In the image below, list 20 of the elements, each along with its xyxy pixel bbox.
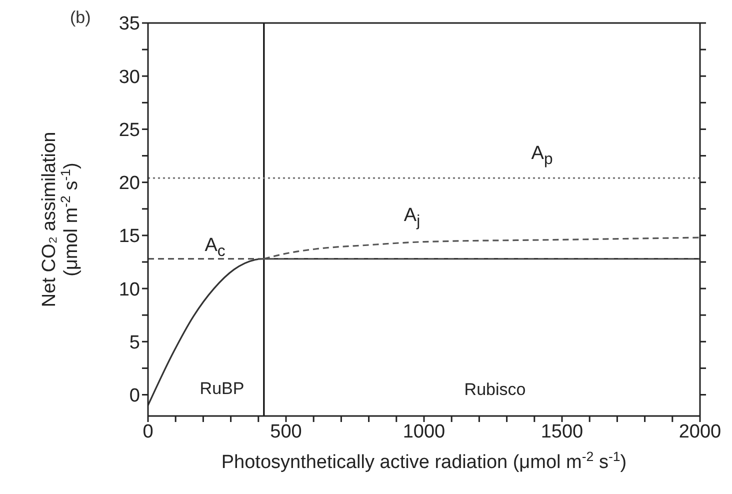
y-tick-label: 5 [129,332,140,354]
y-tick-label: 20 [118,173,140,194]
chart-title: (b) [70,8,91,28]
annotation: Rubisco [464,380,526,400]
x-tick-label: 1000 [402,421,446,442]
series-label: A$_{j}$ [404,205,420,231]
annotation: RuBP [200,379,244,399]
x-tick-label: 1500 [540,421,584,442]
series-label: A$_{p}$ [531,143,553,169]
x-tick-label: 2000 [678,421,722,442]
y-tick-label: 15 [118,226,140,248]
y-tick-label: 25 [118,120,140,141]
y-tick-label: 0 [129,386,140,406]
series-label: A$_{c}$ [204,235,226,261]
x-axis-title: Photosynthetically active radiation (μmol m$^{-2}$ s$^{-1}$) [221,448,627,473]
y-tick-label: 35 [118,14,140,35]
y-tick-label: 10 [118,279,140,300]
y-tick-label: 30 [118,66,140,88]
x-tick-label: 500 [270,421,302,442]
x-tick-label: 0 [142,421,154,442]
